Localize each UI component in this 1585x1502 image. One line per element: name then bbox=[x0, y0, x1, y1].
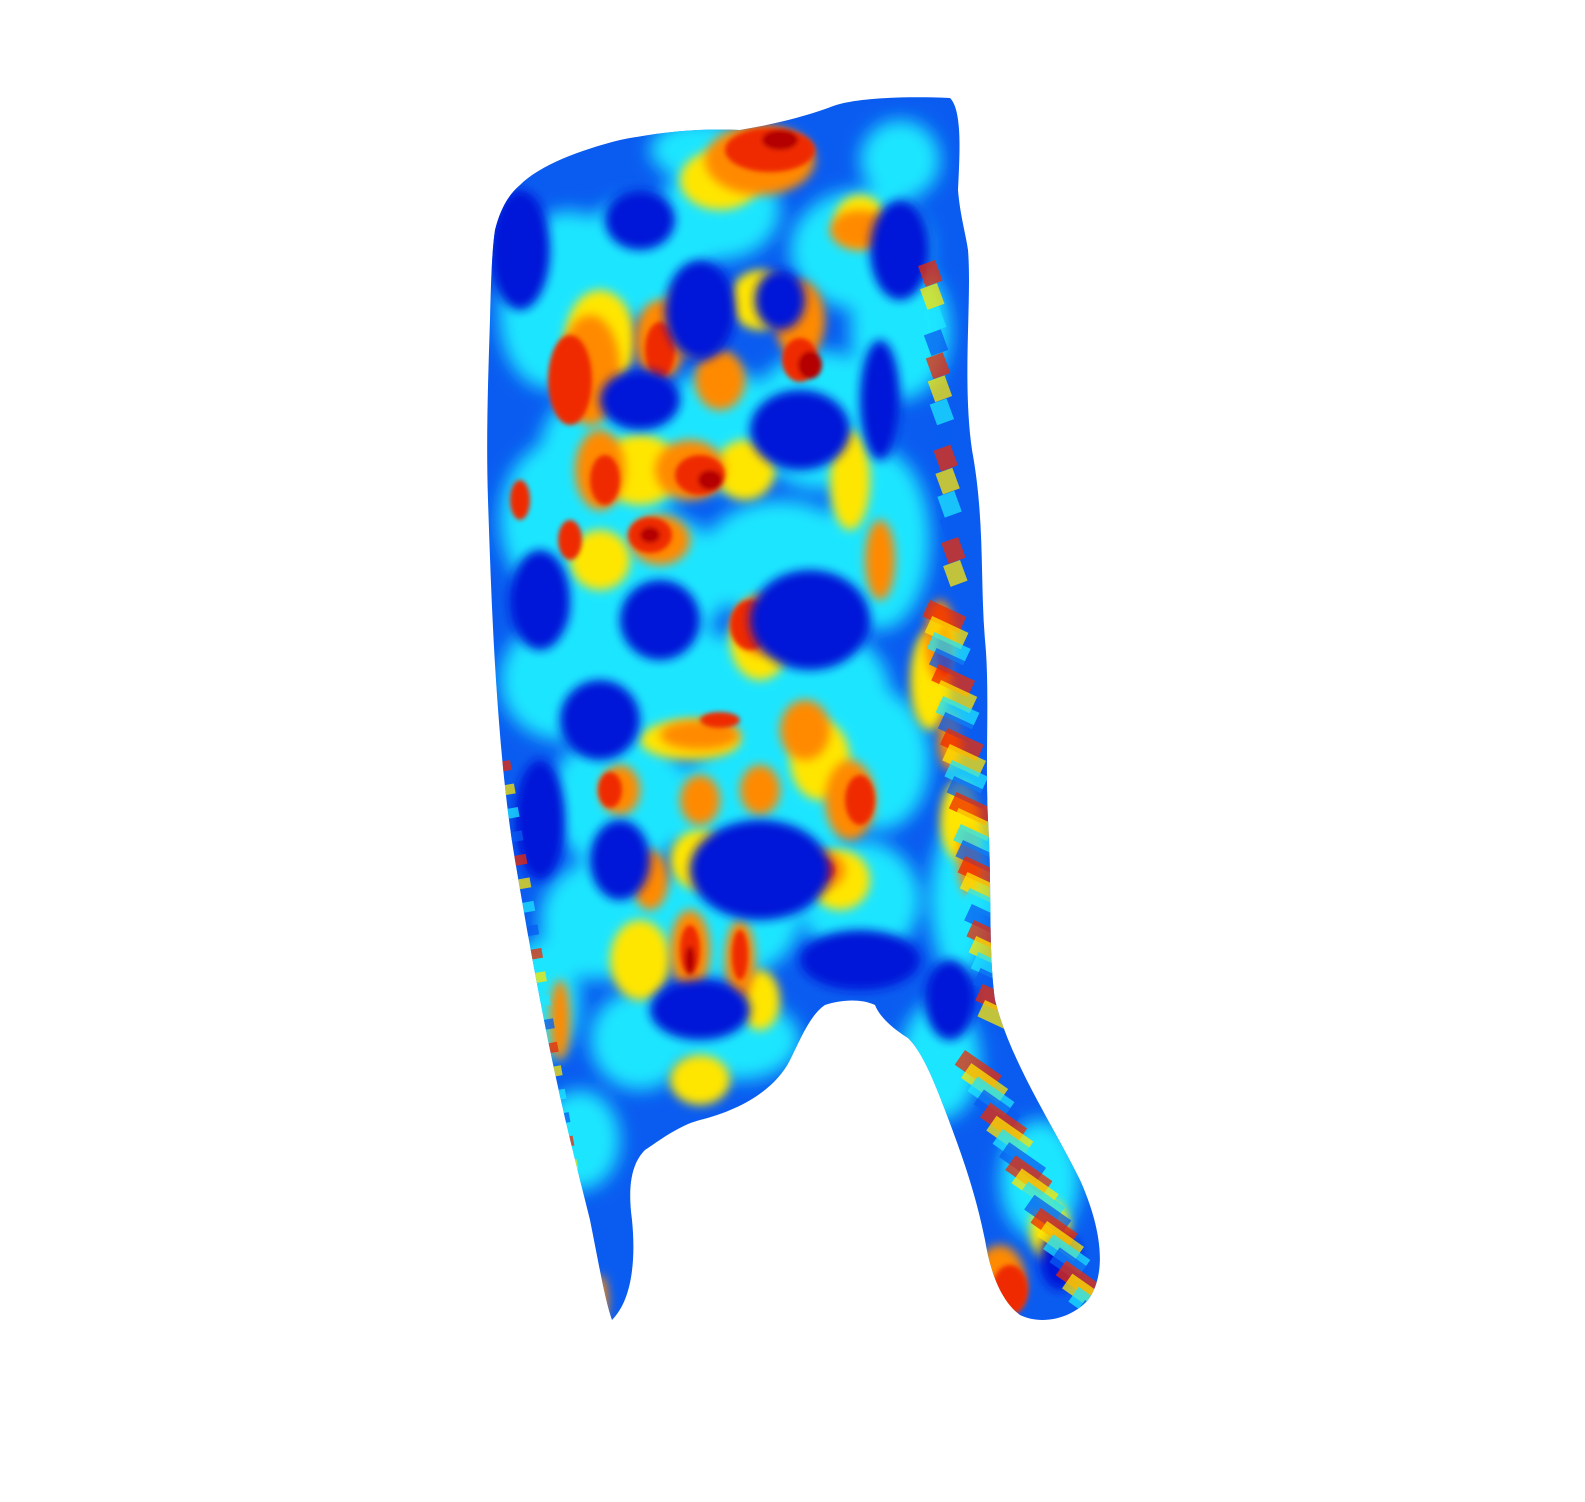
right-edge-stripe bbox=[939, 513, 964, 541]
red-blob bbox=[548, 335, 592, 425]
right-fold-stripe bbox=[944, 760, 989, 794]
yellow-blob bbox=[548, 1180, 572, 1260]
striped-fold-regions bbox=[492, 259, 1100, 1320]
right-fold-stripe bbox=[950, 808, 995, 842]
left-fold-stripe bbox=[570, 1229, 590, 1243]
orange-blob bbox=[740, 765, 780, 815]
right-fold-stripe bbox=[955, 840, 1000, 874]
deep-blue-regions bbox=[490, 190, 1080, 1290]
right-edge-stripe bbox=[925, 352, 951, 380]
red-blob bbox=[700, 712, 740, 728]
right-edge-stripe bbox=[923, 329, 949, 357]
right-fold-stripe bbox=[922, 600, 967, 634]
right-fold-stripe bbox=[933, 680, 978, 714]
deep-blue-blob bbox=[605, 190, 675, 250]
right-edge-stripe bbox=[943, 559, 968, 587]
right-fold-stripe bbox=[948, 791, 993, 826]
red-blob bbox=[992, 1265, 1028, 1315]
right-edge-stripe bbox=[918, 259, 943, 287]
orange-blob bbox=[592, 1275, 608, 1320]
right-fold-stripe bbox=[942, 743, 987, 778]
deep-blue-blob bbox=[925, 960, 975, 1040]
deep-blue-blob bbox=[755, 270, 805, 330]
deep-blue-blob bbox=[870, 200, 930, 300]
yellow-blob bbox=[670, 1055, 730, 1105]
right-edge-stripe bbox=[927, 375, 953, 403]
right-fold-stripe bbox=[935, 696, 980, 730]
deep-blue-blob bbox=[800, 930, 920, 990]
red-blob bbox=[598, 772, 622, 808]
dark-red-blob bbox=[798, 351, 822, 379]
cyan-blob bbox=[860, 120, 940, 200]
right-fold-stripe bbox=[939, 727, 984, 762]
red-blob bbox=[732, 930, 748, 980]
deep-blue-blob bbox=[510, 550, 570, 650]
red-blob bbox=[510, 480, 530, 520]
red-blob bbox=[845, 775, 875, 825]
right-fold-stripe bbox=[937, 712, 982, 746]
deep-blue-blob bbox=[690, 820, 830, 920]
right-edge-stripe bbox=[929, 398, 955, 426]
orange-blob bbox=[550, 980, 570, 1060]
orange-blob bbox=[780, 700, 830, 760]
right-edge-stripe bbox=[920, 283, 945, 310]
right-fold-stripe bbox=[926, 632, 971, 666]
right-fold-stripe bbox=[924, 616, 969, 650]
red-blob bbox=[645, 322, 675, 378]
deep-blue-blob bbox=[560, 680, 640, 760]
yellow-blob bbox=[830, 430, 870, 530]
deep-blue-blob bbox=[860, 340, 900, 460]
left-fold-stripe bbox=[578, 1276, 598, 1290]
right-edge-stripe bbox=[941, 536, 966, 564]
left-fold-stripe bbox=[582, 1300, 602, 1313]
yellow-blob bbox=[610, 920, 670, 1000]
dark-red-blob bbox=[762, 130, 798, 150]
deep-blue-blob bbox=[590, 820, 650, 900]
left-fold-stripe bbox=[574, 1253, 594, 1267]
dark-red-blob bbox=[698, 470, 722, 490]
deep-blue-blob bbox=[750, 390, 850, 470]
deep-blue-blob bbox=[665, 260, 735, 360]
right-edge-stripe bbox=[921, 306, 947, 333]
deep-blue-blob bbox=[650, 980, 750, 1040]
red-blob bbox=[558, 520, 582, 560]
right-fold-stripe bbox=[928, 648, 973, 682]
deep-blue-blob bbox=[750, 570, 870, 670]
right-fold-stripe bbox=[946, 776, 991, 810]
left-fold-stripe bbox=[566, 1206, 587, 1220]
deep-blue-blob bbox=[515, 760, 565, 880]
left-fold-stripe bbox=[554, 1135, 575, 1149]
right-fold-stripe bbox=[953, 824, 998, 858]
orange-blob bbox=[680, 775, 720, 825]
orange-blob bbox=[695, 350, 745, 410]
left-fold-stripe bbox=[558, 1159, 579, 1173]
colored-surface bbox=[487, 97, 1100, 1320]
orange-blob bbox=[865, 520, 895, 600]
right-edge-stripe bbox=[935, 467, 960, 495]
dark-red-blob bbox=[640, 527, 660, 543]
yellow-blob bbox=[715, 440, 775, 500]
deep-blue-blob bbox=[620, 580, 700, 660]
cyan-blob bbox=[540, 1090, 620, 1190]
deep-blue-blob bbox=[600, 370, 680, 430]
right-fold-stripe bbox=[931, 664, 976, 698]
right-edge-stripe bbox=[931, 421, 956, 449]
right-flap-stripe bbox=[1074, 1300, 1100, 1320]
right-edge-stripe bbox=[937, 490, 962, 518]
red-blob bbox=[590, 455, 620, 505]
left-fold-stripe bbox=[562, 1182, 583, 1196]
dark-red-blob bbox=[685, 946, 695, 974]
red-regions bbox=[510, 128, 1028, 1315]
deep-blue-blob bbox=[490, 190, 550, 310]
right-edge-stripe bbox=[933, 444, 958, 472]
yellow-blob bbox=[570, 530, 630, 590]
